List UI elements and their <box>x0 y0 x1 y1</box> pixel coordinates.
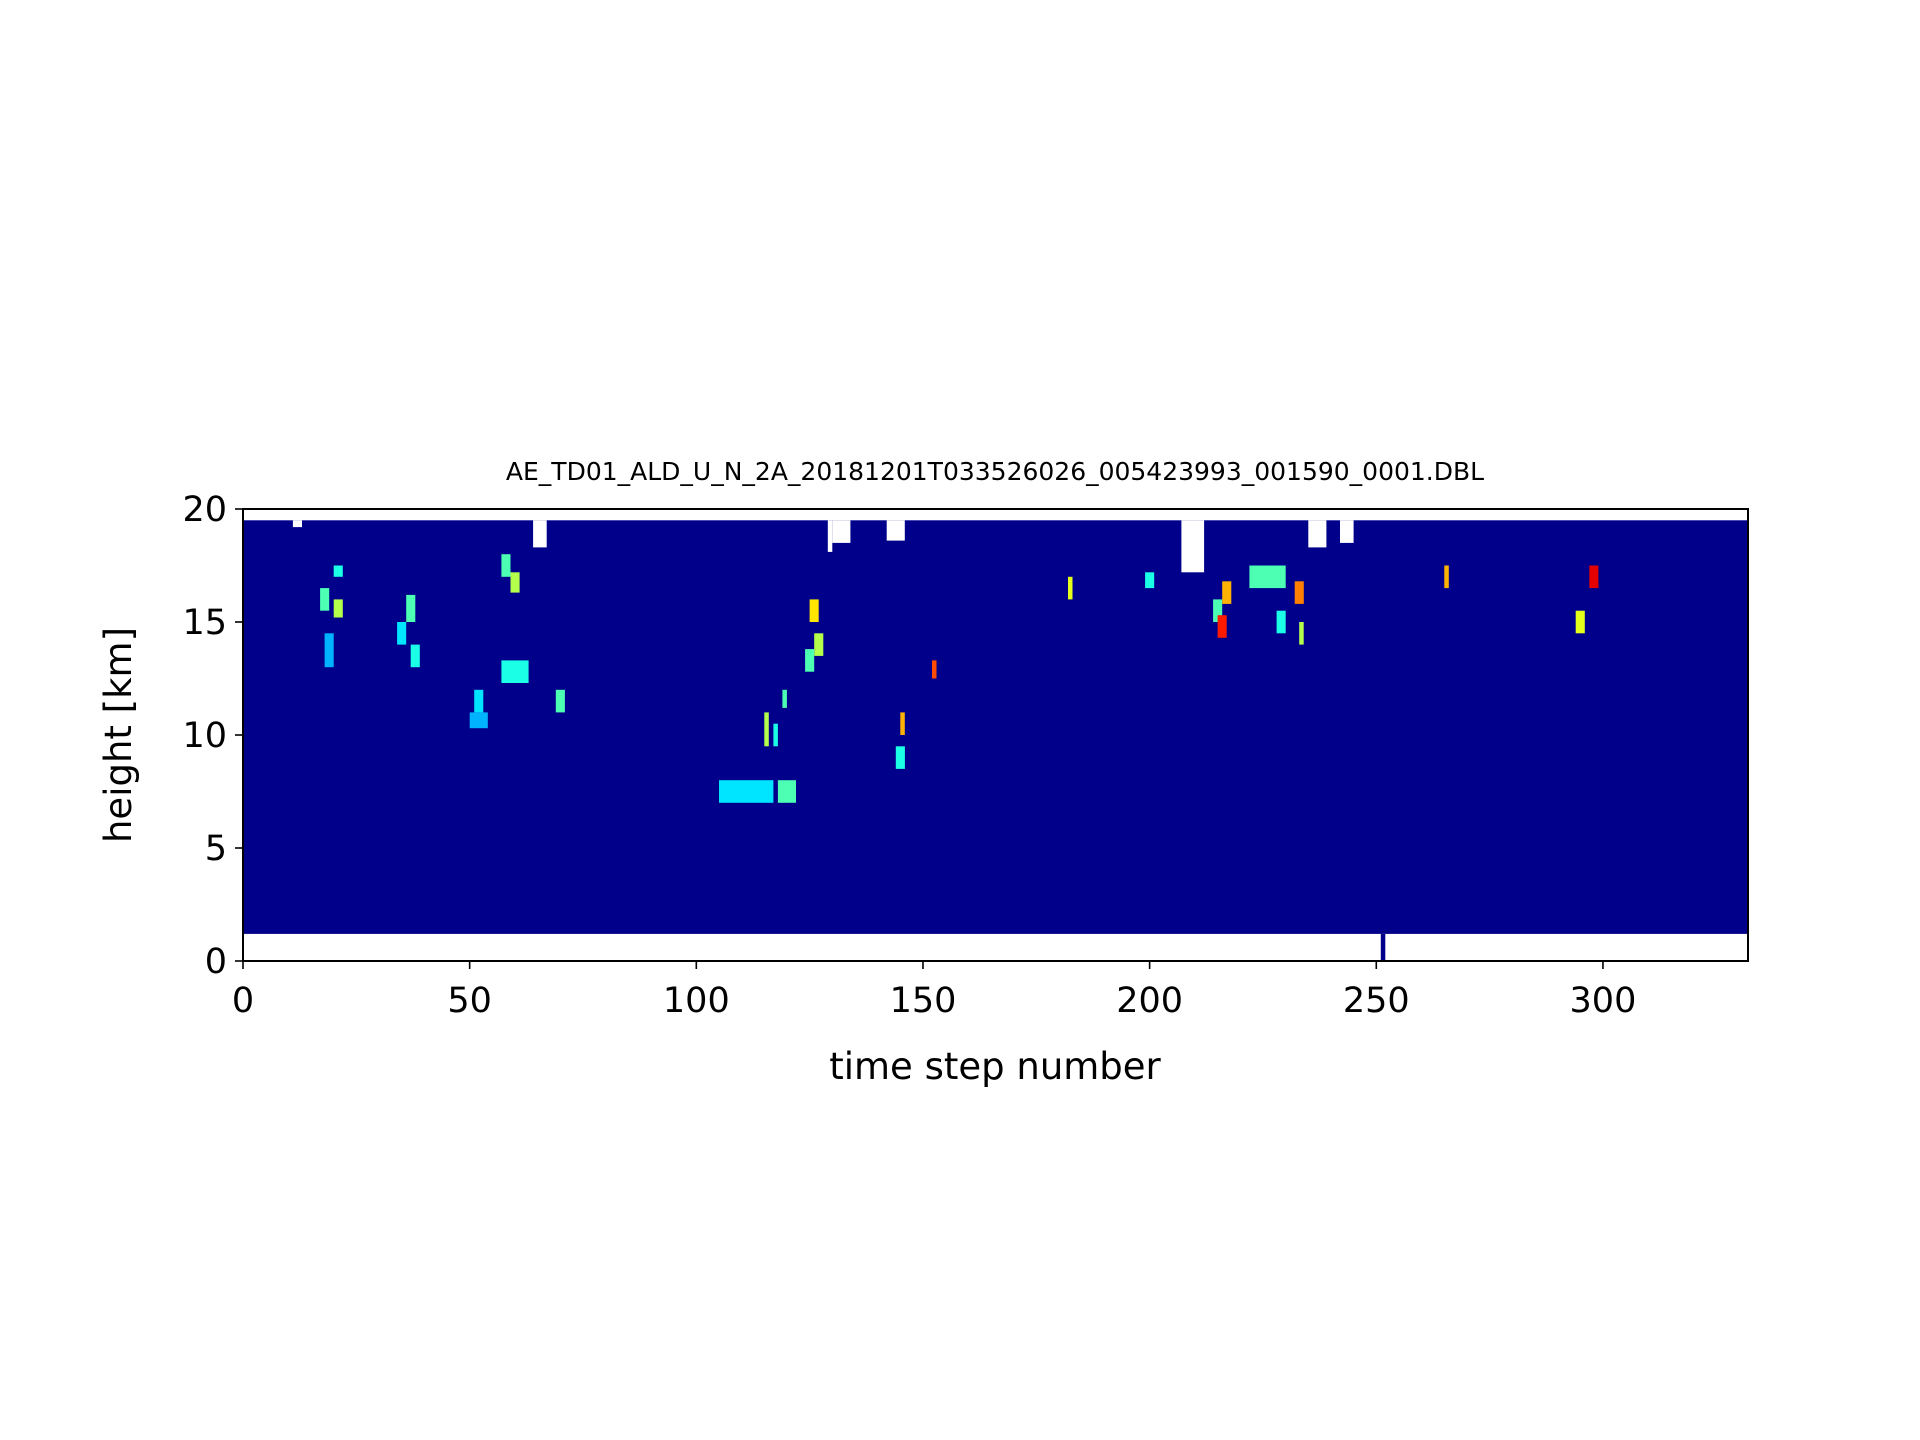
heatmap <box>243 520 1748 961</box>
heatmap-cell <box>1068 576 1073 600</box>
heatmap-cell <box>1217 615 1227 638</box>
heatmap-cell <box>1276 610 1286 634</box>
heatmap-cell <box>406 594 416 622</box>
heatmap-cell <box>719 780 774 803</box>
heatmap-cell <box>501 660 529 683</box>
x-tick-label: 200 <box>1116 981 1183 1021</box>
chart-title: AE_TD01_ALD_U_N_2A_20181201T033526026_00… <box>506 457 1484 486</box>
x-tick-label: 0 <box>232 981 254 1021</box>
y-axis: 0 5 10 15 20 <box>182 490 243 982</box>
heatmap-cell <box>782 689 787 708</box>
x-tick-label: 300 <box>1570 981 1637 1021</box>
heatmap-cell <box>1213 599 1223 622</box>
plot-area <box>242 508 1749 962</box>
heatmap-gap <box>827 520 833 552</box>
x-tick-label: 100 <box>663 981 730 1021</box>
y-axis-label: height [km] <box>97 627 140 843</box>
heatmap-gap <box>533 520 547 548</box>
heatmap-cell <box>501 554 511 577</box>
y-tick-label: 10 <box>182 716 227 756</box>
heatmap-cell <box>1589 565 1599 589</box>
heatmap-background <box>243 520 1748 934</box>
heatmap-gap <box>1308 520 1327 548</box>
heatmap-cell <box>805 649 815 672</box>
heatmap-cell <box>1145 572 1155 589</box>
y-tick-label: 15 <box>182 603 227 643</box>
y-tick-label: 5 <box>205 829 227 869</box>
heatmap-cell <box>814 633 824 656</box>
heatmap-cell <box>474 689 484 713</box>
heatmap-cell <box>469 712 488 729</box>
heatmap-cell <box>324 633 334 668</box>
heatmap-cell <box>1299 622 1304 645</box>
heatmap-cell <box>1249 565 1286 589</box>
heatmap-cell <box>555 689 565 713</box>
x-axis: 0 50 100 150 200 250 300 <box>232 961 1636 1021</box>
heatmap-cell <box>777 780 796 803</box>
heatmap-cell <box>1222 581 1232 604</box>
heatmap-cell <box>333 599 343 618</box>
heatmap-cell <box>320 588 330 611</box>
heatmap-cell <box>397 622 407 645</box>
heatmap-gap <box>886 520 905 541</box>
heatmap-cell <box>410 644 420 668</box>
heatmap-cell <box>510 572 520 593</box>
heatmap-cell <box>900 712 905 735</box>
heatmap-cell <box>333 565 343 577</box>
y-tick-label: 20 <box>182 490 227 530</box>
heatmap-gap <box>292 520 302 528</box>
heatmap-gap <box>832 520 851 543</box>
heatmap-cell <box>1444 565 1449 589</box>
heatmap-gap <box>1340 520 1354 543</box>
heatmap-cell <box>1575 610 1585 634</box>
heatmap-cell <box>1380 933 1386 961</box>
heatmap-cell <box>809 599 819 622</box>
x-tick-label: 250 <box>1343 981 1410 1021</box>
heatmap-gap <box>1181 520 1205 573</box>
y-tick-label: 0 <box>205 942 227 982</box>
heatmap-cell <box>773 723 778 747</box>
x-axis-label: time step number <box>829 1045 1161 1088</box>
heatmap-cell <box>764 712 769 747</box>
x-tick-label: 50 <box>447 981 492 1021</box>
heatmap-cell <box>1294 581 1304 604</box>
heatmap-cell <box>895 746 905 769</box>
x-tick-label: 150 <box>890 981 957 1021</box>
heatmap-cell <box>932 660 937 679</box>
